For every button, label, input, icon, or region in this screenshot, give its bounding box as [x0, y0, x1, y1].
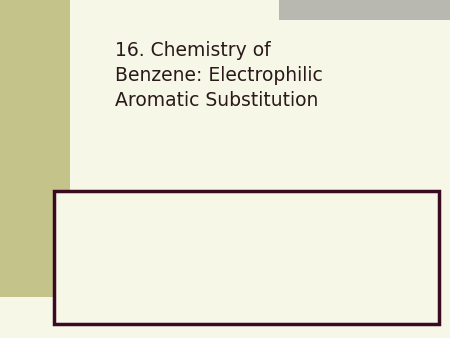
Bar — [0, 0, 70, 297]
Bar — [54, 191, 439, 324]
Bar — [279, 0, 450, 20]
Text: 16. Chemistry of
Benzene: Electrophilic
Aromatic Substitution: 16. Chemistry of Benzene: Electrophilic … — [115, 41, 323, 110]
